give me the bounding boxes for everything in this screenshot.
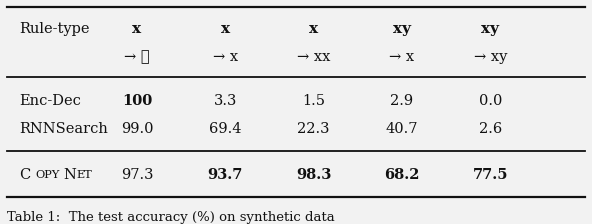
Text: 22.3: 22.3 bbox=[297, 122, 330, 136]
Text: x: x bbox=[133, 22, 141, 36]
Text: 100: 100 bbox=[122, 94, 152, 108]
Text: 98.3: 98.3 bbox=[296, 168, 332, 182]
Text: → ∅: → ∅ bbox=[124, 50, 150, 64]
Text: x: x bbox=[221, 22, 230, 36]
Text: 69.4: 69.4 bbox=[209, 122, 242, 136]
Text: 40.7: 40.7 bbox=[386, 122, 419, 136]
Text: Enc-Dec: Enc-Dec bbox=[19, 94, 81, 108]
Text: RNNSearch: RNNSearch bbox=[19, 122, 108, 136]
Text: 99.0: 99.0 bbox=[121, 122, 153, 136]
Text: x: x bbox=[309, 22, 318, 36]
Text: 0.0: 0.0 bbox=[479, 94, 502, 108]
Text: 2.9: 2.9 bbox=[391, 94, 414, 108]
Text: 68.2: 68.2 bbox=[384, 168, 420, 182]
Text: ET: ET bbox=[76, 170, 92, 180]
Text: → xx: → xx bbox=[297, 50, 330, 64]
Text: 97.3: 97.3 bbox=[121, 168, 153, 182]
Text: Rule-type: Rule-type bbox=[19, 22, 89, 36]
Text: 93.7: 93.7 bbox=[208, 168, 243, 182]
Text: 3.3: 3.3 bbox=[214, 94, 237, 108]
Text: 2.6: 2.6 bbox=[479, 122, 502, 136]
Text: OPY: OPY bbox=[35, 170, 59, 180]
Text: xy: xy bbox=[393, 22, 411, 36]
Text: → x: → x bbox=[213, 50, 238, 64]
Text: → xy: → xy bbox=[474, 50, 507, 64]
Text: 77.5: 77.5 bbox=[472, 168, 508, 182]
Text: 1.5: 1.5 bbox=[302, 94, 325, 108]
Text: → x: → x bbox=[390, 50, 414, 64]
Text: C: C bbox=[19, 168, 30, 182]
Text: Table 1:  The test accuracy (%) on synthetic data: Table 1: The test accuracy (%) on synthe… bbox=[7, 211, 335, 224]
Text: N: N bbox=[63, 168, 76, 182]
Text: xy: xy bbox=[481, 22, 500, 36]
